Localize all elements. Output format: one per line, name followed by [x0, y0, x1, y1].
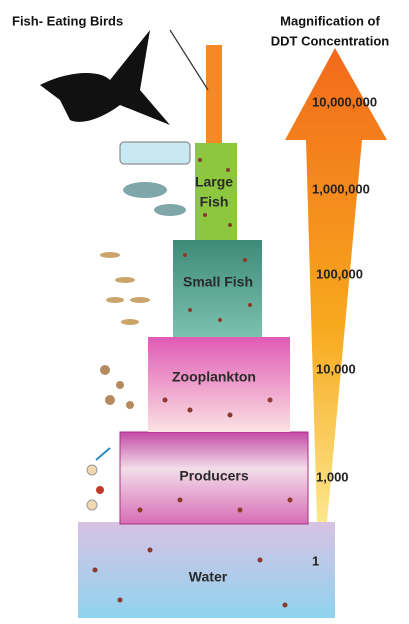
- scale-title: Magnification of: [280, 13, 380, 28]
- scale-title: DDT Concentration: [271, 33, 390, 48]
- fish-dish-icon: [120, 142, 190, 164]
- concentration-label: 10,000: [316, 361, 356, 376]
- concentration-label: 100,000: [316, 266, 363, 281]
- level-label: Zooplankton: [172, 369, 256, 385]
- producer-icons: [87, 448, 110, 510]
- fish-icon: [154, 204, 186, 216]
- zooplankton-icons: [100, 365, 134, 409]
- level-label: Fish: [200, 194, 229, 210]
- concentration-label: 1,000,000: [312, 181, 370, 196]
- level-label: Small Fish: [183, 274, 253, 290]
- title: Fish- Eating Birds: [12, 13, 123, 28]
- pointer-line: [170, 30, 208, 90]
- fish-icon: [123, 182, 167, 198]
- concentration-label: 10,000,000: [312, 94, 377, 109]
- small-fish-icons: [100, 252, 150, 325]
- diagram: Fish- Eating Birds Magnification of DDT …: [0, 0, 409, 624]
- level-label: Water: [189, 569, 228, 585]
- concentration-label: 1,000: [316, 469, 349, 484]
- concentration-label: 1: [312, 553, 319, 568]
- bird-column: [206, 45, 222, 143]
- bird-icon: [40, 30, 170, 125]
- level-label: Large: [195, 174, 233, 190]
- level-label: Producers: [179, 468, 248, 484]
